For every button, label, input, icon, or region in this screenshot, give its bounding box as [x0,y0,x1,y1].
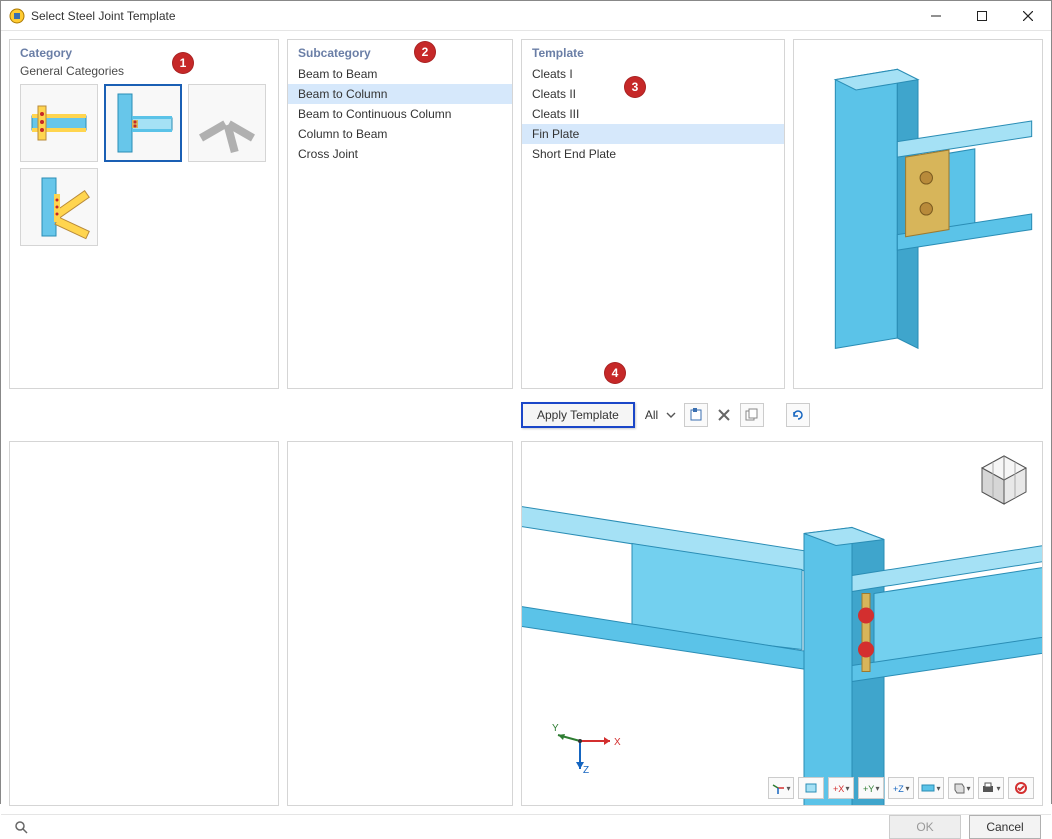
vp-tool-axes[interactable]: ▾ [768,777,794,799]
new-icon[interactable] [684,403,708,427]
preview-panel [793,39,1043,389]
app-icon [9,8,25,24]
template-header: Template [522,40,784,64]
vp-tool-check[interactable] [1008,777,1034,799]
ok-button[interactable]: OK [889,815,961,839]
category-header: Category [10,40,278,64]
bottom-left-panel [9,441,279,806]
window-controls [913,1,1051,31]
svg-text:+Y: +Y [863,784,874,794]
vp-tool-box[interactable]: ▾ [948,777,974,799]
viewport-panel[interactable]: X Y Z ▾ +X▾ [521,441,1043,806]
maximize-button[interactable] [959,1,1005,31]
template-item[interactable]: Cleats III [522,104,784,124]
mid-row: Apply Template All [9,397,1043,433]
svg-text:+X: +X [833,784,844,794]
badge-4: 4 [604,362,626,384]
view-cube[interactable] [976,452,1032,508]
vp-tool-view[interactable] [798,777,824,799]
category-thumbs [10,84,278,246]
cat-thumb-bracket[interactable] [20,168,98,246]
refresh-icon[interactable] [786,403,810,427]
vp-tool-snap-z[interactable]: +Z▾ [888,777,914,799]
titlebar: Select Steel Joint Template [1,1,1051,31]
vp-tool-display[interactable]: ▾ [918,777,944,799]
vp-tool-snap-x[interactable]: +X▾ [828,777,854,799]
badge-1: 1 [172,52,194,74]
selection-dropdown[interactable] [662,406,680,424]
subcat-item[interactable]: Cross Joint [288,144,512,164]
bottom-mid-panel [287,441,513,806]
subcategory-list: Beam to Beam Beam to Column Beam to Cont… [288,64,512,164]
top-row: 1 Category General Categories [9,39,1043,389]
category-panel: 1 Category General Categories [9,39,279,389]
bottom-row: X Y Z ▾ +X▾ [9,441,1043,806]
close-button[interactable] [1005,1,1051,31]
apply-toolbar: Apply Template All [515,397,1035,433]
category-subheader: General Categories [10,64,278,84]
template-item[interactable]: Short End Plate [522,144,784,164]
subcategory-panel: 2 Subcategory Beam to Beam Beam to Colum… [287,39,513,389]
subcat-item[interactable]: Beam to Beam [288,64,512,84]
subcat-item[interactable]: Column to Beam [288,124,512,144]
apply-template-button[interactable]: Apply Template [521,402,635,428]
delete-icon[interactable] [712,403,736,427]
template-item[interactable]: Fin Plate [522,124,784,144]
selection-label: All [645,408,658,422]
subcat-item[interactable]: Beam to Continuous Column [288,104,512,124]
template-panel: 3 Template Cleats I Cleats II Cleats III… [521,39,785,389]
template-item[interactable]: Cleats II [522,84,784,104]
footer: OK Cancel [1,814,1051,839]
cat-thumb-diagonal[interactable] [188,84,266,162]
cat-thumb-beam-column[interactable] [104,84,182,162]
cat-thumb-beam-beam[interactable] [20,84,98,162]
subcategory-header: Subcategory [288,40,512,64]
subcat-item[interactable]: Beam to Column [288,84,512,104]
cancel-button[interactable]: Cancel [969,815,1041,839]
minimize-button[interactable] [913,1,959,31]
template-list: Cleats I Cleats II Cleats III Fin Plate … [522,64,784,164]
viewport-3d [522,442,1042,805]
vp-tool-snap-y[interactable]: +Y▾ [858,777,884,799]
viewport-toolbar: ▾ +X▾ +Y▾ +Z▾ ▾ ▾ [768,777,1034,799]
badge-2: 2 [414,41,436,63]
window-title: Select Steel Joint Template [31,9,913,23]
content-area: 1 Category General Categories [1,31,1051,814]
badge-3: 3 [624,76,646,98]
preview-3d [794,40,1042,388]
svg-text:+Z: +Z [893,784,904,794]
vp-tool-print[interactable]: ▾ [978,777,1004,799]
template-item[interactable]: Cleats I [522,64,784,84]
search-icon[interactable] [11,817,31,837]
copy-icon[interactable] [740,403,764,427]
